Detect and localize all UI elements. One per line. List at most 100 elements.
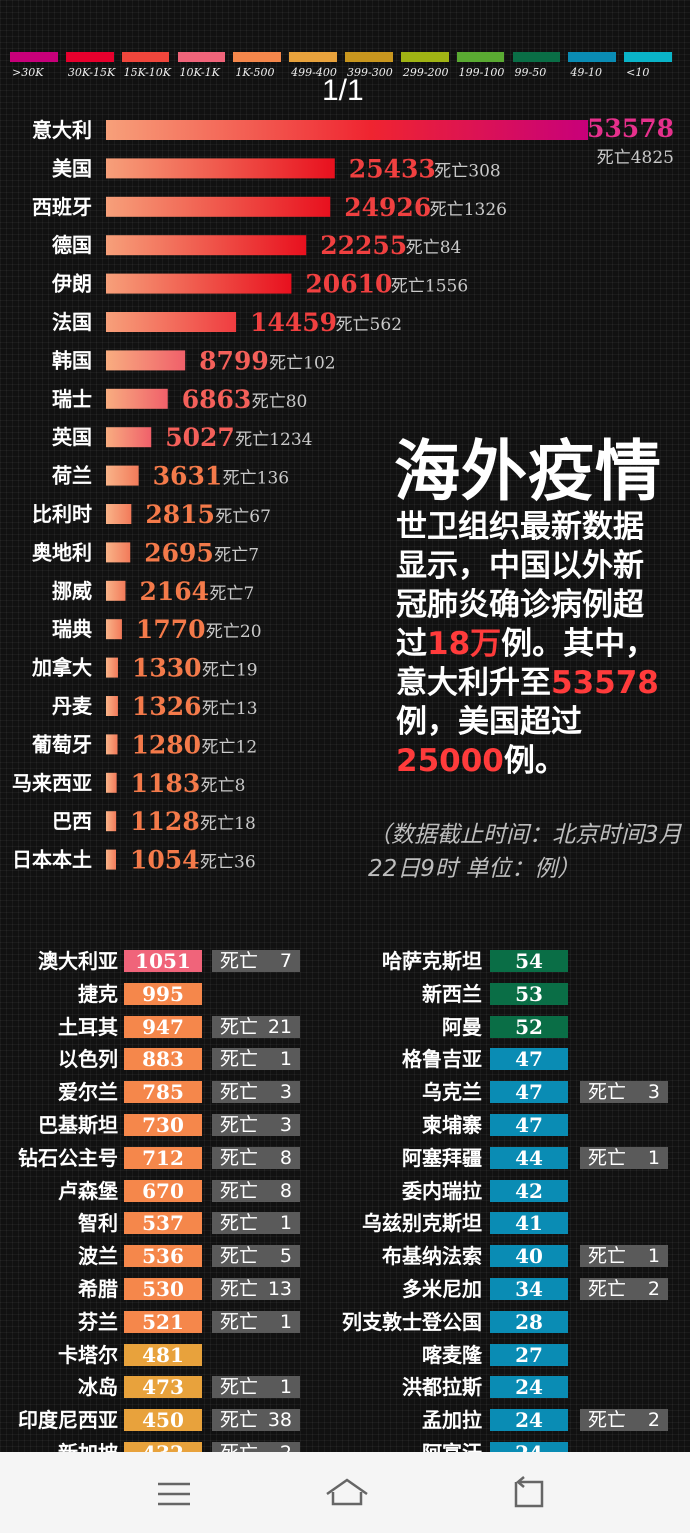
bar: [106, 312, 237, 332]
country-name: 卢森堡: [58, 1178, 118, 1203]
table-row: 阿富汗 24: [340, 1440, 690, 1452]
death-count: 死亡 2: [212, 1442, 300, 1452]
country-name: 孟加拉: [422, 1408, 482, 1433]
case-count: 450: [124, 1409, 202, 1432]
death-value: 3: [279, 1114, 292, 1136]
table-row: 新加坡 432 死亡 2: [0, 1440, 330, 1452]
bar-value-label: 1183: [131, 769, 201, 798]
death-count: 死亡 8: [212, 1146, 300, 1169]
death-count: 死亡 13: [212, 1278, 300, 1300]
death-value: 1: [279, 1310, 292, 1333]
bar-death-label: 死亡136: [223, 469, 289, 489]
bar-death-label: 死亡4825: [597, 148, 674, 168]
bar-country-label: 伊朗: [51, 272, 92, 296]
death-label: 死亡: [220, 1310, 259, 1333]
case-count: 947: [124, 1015, 202, 1038]
death-count: 死亡 1: [212, 1212, 300, 1235]
country-name: 乌兹别克斯坦: [362, 1211, 482, 1236]
death-value: 1: [647, 1245, 660, 1268]
menu-button[interactable]: [154, 1474, 194, 1514]
bar-value-label: 20610: [305, 270, 392, 299]
death-label: 死亡: [220, 1146, 259, 1169]
death-label: 死亡: [588, 1245, 627, 1268]
bar: [106, 580, 126, 601]
death-value: 1: [647, 1146, 660, 1169]
bar-value-label: 53578: [587, 114, 674, 143]
bar-value-label: 8799: [199, 346, 269, 375]
home-button[interactable]: [324, 1474, 370, 1514]
table-row: 卢森堡 670 死亡 8: [0, 1178, 330, 1203]
legend-label: 1K-500: [235, 66, 275, 79]
left-table: 澳大利亚 1051 死亡 7 捷克 995 土耳其 947 死亡 21 以色列 883 死亡 1 爱尔兰 78…: [0, 948, 330, 1452]
legend-label: 399-300: [347, 66, 393, 79]
death-count: 死亡 21: [212, 1015, 300, 1038]
death-value: 2: [647, 1409, 660, 1432]
bar: [106, 273, 292, 294]
case-count: 41: [490, 1212, 568, 1235]
table-row: 冰岛 473 死亡 1: [0, 1374, 330, 1399]
table-row: 柬埔寨 47: [340, 1112, 690, 1137]
bar-value-label: 14459: [250, 308, 337, 337]
table-row: 爱尔兰 785 死亡 3: [0, 1079, 330, 1104]
table-row: 哈萨克斯坦 54: [340, 948, 690, 973]
death-value: 8: [279, 1146, 292, 1169]
legend-label: 30K-15K: [67, 66, 116, 79]
menu-icon: [158, 1482, 190, 1506]
country-name: 柬埔寨: [422, 1113, 482, 1137]
death-count: 死亡 8: [212, 1179, 300, 1202]
country-name: 阿曼: [442, 1014, 482, 1039]
legend-swatch: [512, 52, 561, 62]
death-label: 死亡: [220, 1278, 259, 1300]
death-count: 死亡 1: [580, 1245, 668, 1268]
bar-country-label: 西班牙: [32, 195, 92, 219]
bar-value-label: 1770: [136, 615, 206, 644]
bar: [106, 619, 122, 640]
legend-swatch: [10, 52, 58, 62]
death-count: 死亡 38: [212, 1409, 300, 1432]
table-row: 乌克兰 47 死亡 3: [340, 1079, 690, 1104]
case-count: 536: [124, 1245, 202, 1268]
table-row: 孟加拉 24 死亡 2: [340, 1407, 690, 1433]
country-name: 列支敦士登公国: [342, 1309, 482, 1334]
desc-highlight-us: 25000: [396, 743, 504, 779]
case-count: 995: [124, 982, 202, 1005]
bar: [106, 772, 117, 793]
death-label: 死亡: [588, 1409, 627, 1432]
legend-swatch: [177, 52, 226, 62]
data-note: （数据截止时间：北京时间3月22日9时 单位：例）: [368, 822, 682, 882]
back-button[interactable]: [508, 1474, 548, 1514]
country-name: 格鲁吉亚: [402, 1047, 482, 1072]
bar-value-label: 22255: [320, 231, 407, 260]
legend-label: 15K-10K: [123, 66, 172, 79]
country-name: 多米尼加: [402, 1277, 482, 1301]
death-label: 死亡: [220, 950, 259, 972]
country-name: 希腊: [78, 1277, 118, 1301]
legend-swatch: [65, 52, 114, 62]
death-value: 1: [279, 1212, 292, 1235]
bar-death-label: 死亡7: [214, 545, 259, 565]
desc-text-4: 例。: [503, 743, 566, 779]
bar: [106, 465, 139, 486]
bar-value-label: 2815: [145, 500, 215, 529]
bar-value-label: 2164: [139, 577, 209, 606]
death-count: 死亡 1: [580, 1146, 668, 1169]
bar-country-label: 美国: [52, 156, 92, 180]
bar-death-label: 死亡84: [406, 238, 462, 258]
case-count: 54: [490, 950, 568, 972]
death-label: 死亡: [588, 1278, 627, 1300]
bar-death-label: 死亡1326: [430, 200, 507, 220]
back-icon: [514, 1476, 544, 1508]
bar-death-label: 死亡13: [202, 699, 258, 719]
bar: [106, 734, 118, 755]
table-row: 印度尼西亚 450 死亡 38: [0, 1407, 330, 1432]
table-row: 希腊 530 死亡 13: [0, 1276, 330, 1301]
bar: [106, 388, 168, 409]
country-name: 阿塞拜疆: [402, 1145, 482, 1170]
bar: [106, 196, 331, 217]
headline: 海外疫情: [394, 432, 662, 510]
bar: [106, 811, 117, 832]
table-row: 乌兹别克斯坦 41: [340, 1210, 690, 1236]
legend-label: >30K: [12, 66, 44, 79]
bar-country-label: 加拿大: [31, 656, 92, 680]
